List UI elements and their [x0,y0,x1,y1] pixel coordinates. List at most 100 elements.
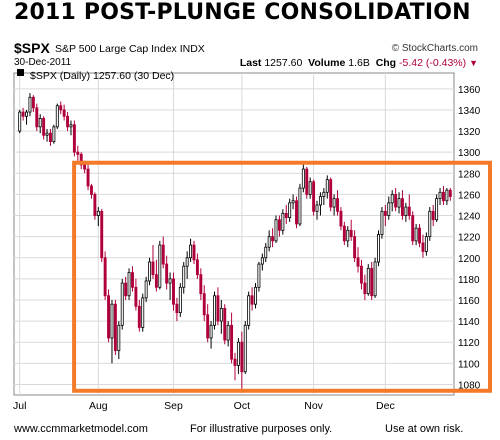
candle-body [79,153,83,166]
candle-body [117,324,121,352]
y-tick-label: 1120 [458,338,480,349]
candle-body [370,267,374,297]
candle-body [55,105,59,128]
candle-body [387,202,391,216]
candle-body [192,244,196,261]
candle-body [151,261,155,276]
candle-body [124,282,128,297]
candle-body [182,265,186,288]
candle-body [172,278,175,305]
candle-body [226,324,230,341]
index-description: S&P 500 Large Cap Index INDX [55,43,205,55]
candle-body [431,210,435,221]
candle-body [390,194,394,204]
chart-title: 2011 POST-PLUNGE CONSOLIDATION [14,0,471,25]
y-tick-label: 1220 [458,233,481,244]
candle-body [161,244,165,265]
y-tick-label: 1300 [458,148,481,159]
candle-body [322,191,326,197]
candle-body [230,324,234,360]
y-tick-label: 1160 [458,296,480,307]
candle-body [421,242,425,252]
candle-body [213,295,216,326]
candle-body [154,274,158,288]
candle-body [72,124,76,153]
candle-body [247,295,251,326]
candle-body [107,295,111,339]
candle-body [195,259,199,276]
candle-body [21,111,25,117]
candle-body [45,132,49,136]
candle-body [411,215,415,242]
x-tick-label: Jul [13,400,26,412]
candle-body [394,194,398,208]
candle-body [31,96,35,109]
quote-summary: Last 1257.60 Volume 1.6B Chg -5.42 (-0.4… [240,57,478,69]
candle-body [353,236,357,259]
candle-body [400,198,404,216]
candle-body [380,210,384,235]
candle-body [377,234,380,263]
candle-body [165,263,169,284]
footer-risk: Use at own risk. [385,423,464,435]
candle-body [318,196,322,206]
candle-body [199,274,203,295]
candle-body [59,105,63,111]
y-tick-label: 1140 [458,317,480,328]
candle-body [219,308,223,322]
legend: $SPX (Daily) 1257.60 (30 Dec) [17,69,174,82]
footer-website: www.ccmmarketmodel.com [14,423,148,435]
candle-body [448,189,452,197]
candle-body [52,126,56,143]
plot-frame [13,72,455,396]
candle-body [76,151,80,155]
candle-body [233,358,237,366]
down-triangle-icon: ▼ [469,58,478,68]
candle-body [332,198,336,208]
candle-body [312,181,316,212]
candle-body [127,272,131,297]
y-tick-label: 1200 [458,254,481,265]
candle-body [141,297,145,328]
candle-body [257,263,261,288]
candle-body [274,219,278,242]
candle-body [424,236,428,252]
candle-body [62,109,66,117]
candle-body [86,168,90,187]
candle-body [397,198,401,208]
candle-body [38,117,42,128]
candle-body [295,200,298,225]
volume-value: 1.6B [348,57,370,69]
candle-body [264,246,268,259]
y-tick-label: 1180 [458,275,480,286]
candle-body [131,272,134,288]
candle-body [69,124,73,128]
x-tick-label: Oct [234,400,250,412]
candle-body [366,267,370,295]
candle-body [260,257,264,265]
candle-body [120,282,124,326]
candle-body [49,132,52,143]
y-tick-label: 1280 [458,169,481,180]
candle-body [96,210,100,216]
candle-body [308,181,312,195]
y-tick-label: 1080 [458,380,481,391]
candle-body [175,303,179,314]
y-tick-label: 1320 [458,127,481,138]
candle-body [445,189,449,202]
stockcharts-copyright: © StockCharts.com [391,43,478,54]
candle-body [100,210,104,259]
candle-body [404,206,408,216]
consolidation-range-box [72,160,493,393]
candle-body [305,168,309,195]
volume-label: Volume [308,57,346,69]
candles [18,93,452,391]
candle-body [25,111,29,117]
candle-body [363,282,367,295]
candle-body [356,257,360,267]
candle-body [137,305,141,328]
x-axis: Jul Aug Sep Oct Nov Dec [13,400,395,412]
candle-body [336,198,339,212]
candle-body [284,213,288,219]
candle-body [240,341,244,373]
